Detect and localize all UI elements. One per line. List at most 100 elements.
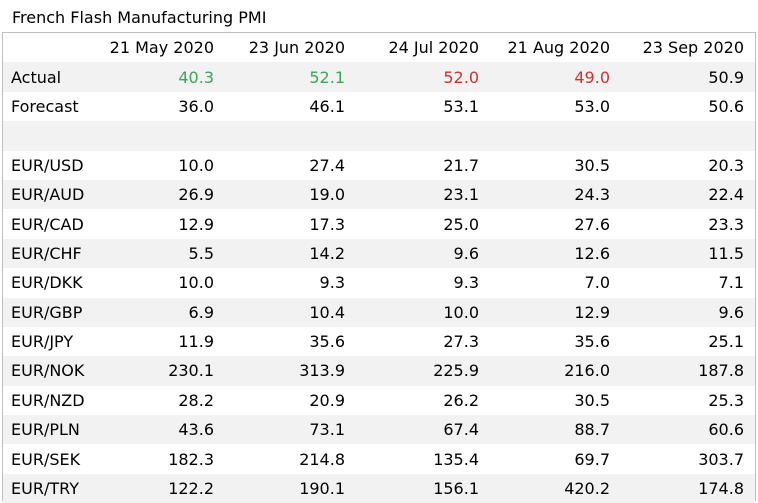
table-row: EUR/JPY 11.9 35.6 27.3 35.6 25.1 bbox=[3, 327, 755, 356]
table-cell: 30.5 bbox=[574, 155, 610, 175]
table-cell: 43.6 bbox=[178, 420, 214, 440]
table-cell: 67.4 bbox=[443, 420, 479, 440]
row-label: EUR/USD bbox=[11, 155, 84, 175]
table-cell: 20.3 bbox=[708, 155, 744, 175]
table-cell: 225.9 bbox=[433, 361, 479, 381]
table-body: Actual 40.3 52.1 52.0 49.0 50.9 Forecast 36.0 46… bbox=[3, 62, 755, 503]
table-row: EUR/DKK 10.0 9.3 9.3 7.0 7.1 bbox=[3, 268, 755, 297]
table-cell: 12.9 bbox=[178, 214, 214, 234]
table-cell bbox=[356, 121, 490, 150]
table-cell: 53.0 bbox=[574, 96, 610, 116]
table-cell: 49.0 bbox=[574, 67, 610, 87]
table-cell: 25.1 bbox=[708, 332, 744, 352]
row-label: EUR/CHF bbox=[11, 243, 82, 263]
table-cell: 23.3 bbox=[708, 214, 744, 234]
table-cell: 60.6 bbox=[708, 420, 744, 440]
table-cell: 30.5 bbox=[574, 390, 610, 410]
table-cell: 35.6 bbox=[574, 332, 610, 352]
table-row: EUR/NOK 230.1 313.9 225.9 216.0 187.8 bbox=[3, 356, 755, 386]
table-cell: 12.6 bbox=[574, 243, 610, 263]
table-cell: 20.9 bbox=[309, 390, 345, 410]
table-row: EUR/CHF 5.5 14.2 9.6 12.6 11.5 bbox=[3, 238, 755, 269]
table-cell: 9.6 bbox=[453, 243, 479, 263]
row-label: EUR/PLN bbox=[11, 420, 80, 440]
table-cell: 313.9 bbox=[299, 361, 345, 381]
column-header: 23 Sep 2020 bbox=[642, 38, 744, 58]
table-cell: 27.3 bbox=[443, 332, 479, 352]
table-frame bbox=[2, 32, 756, 501]
table-cell: 9.3 bbox=[453, 273, 479, 293]
table-cell bbox=[490, 121, 621, 150]
table-cell: 11.9 bbox=[178, 332, 214, 352]
table-row: EUR/CAD 12.9 17.3 25.0 27.6 23.3 bbox=[3, 209, 755, 238]
table-cell: 11.5 bbox=[708, 243, 744, 263]
table-cell: 10.0 bbox=[443, 302, 479, 322]
table-cell: 156.1 bbox=[433, 479, 479, 499]
table-cell: 26.9 bbox=[178, 185, 214, 205]
table-cell: 22.4 bbox=[708, 185, 744, 205]
row-label: Forecast bbox=[11, 96, 79, 116]
row-label: EUR/TRY bbox=[11, 479, 79, 499]
table-row: EUR/USD 10.0 27.4 21.7 30.5 20.3 bbox=[3, 151, 755, 180]
row-label: EUR/SEK bbox=[11, 449, 81, 469]
row-label: EUR/CAD bbox=[11, 214, 84, 234]
table-cell: 52.0 bbox=[443, 67, 479, 87]
table-cell: 17.3 bbox=[309, 214, 345, 234]
table-cell: 21.7 bbox=[443, 155, 479, 175]
table-row: Actual 40.3 52.1 52.0 49.0 50.9 bbox=[3, 62, 755, 92]
table-cell: 50.9 bbox=[708, 67, 744, 87]
table-cell: 73.1 bbox=[309, 420, 345, 440]
table-cell: 187.8 bbox=[698, 361, 744, 381]
table-cell: 25.0 bbox=[443, 214, 479, 234]
table-cell: 88.7 bbox=[574, 420, 610, 440]
column-header: 21 Aug 2020 bbox=[507, 38, 611, 58]
table-cell: 10.0 bbox=[178, 155, 214, 175]
table-cell: 122.2 bbox=[168, 479, 214, 499]
table-cell: 27.4 bbox=[309, 155, 345, 175]
table-cell: 420.2 bbox=[564, 479, 610, 499]
table-cell: 135.4 bbox=[433, 449, 479, 469]
table-cell: 12.9 bbox=[574, 302, 610, 322]
table-cell: 216.0 bbox=[564, 361, 610, 381]
table-cell: 230.1 bbox=[168, 361, 214, 381]
table-row: EUR/TRY 122.2 190.1 156.1 420.2 174.8 bbox=[3, 473, 755, 503]
row-label: Actual bbox=[11, 67, 62, 87]
table-cell bbox=[225, 121, 356, 150]
table-cell: 19.0 bbox=[309, 185, 345, 205]
table-row: EUR/AUD 26.9 19.0 23.1 24.3 22.4 bbox=[3, 179, 755, 210]
table-cell: 27.6 bbox=[574, 214, 610, 234]
column-header: 24 Jul 2020 bbox=[388, 38, 479, 58]
table-cell: 69.7 bbox=[574, 449, 610, 469]
table-cell: 52.1 bbox=[309, 67, 345, 87]
table-cell: 190.1 bbox=[299, 479, 345, 499]
table-cell: 5.5 bbox=[188, 243, 214, 263]
table-cell: 35.6 bbox=[309, 332, 345, 352]
table-cell: 182.3 bbox=[168, 449, 214, 469]
table-cell: 9.3 bbox=[319, 273, 345, 293]
table-cell: 24.3 bbox=[574, 185, 610, 205]
table-cell: 10.0 bbox=[178, 273, 214, 293]
table-row: Forecast 36.0 46.1 53.1 53.0 50.6 bbox=[3, 92, 755, 121]
table-cell bbox=[98, 121, 225, 150]
table-cell: 53.1 bbox=[443, 96, 479, 116]
table-row: EUR/GBP 6.9 10.4 10.0 12.9 9.6 bbox=[3, 297, 755, 327]
header-row: 21 May 2020 23 Jun 2020 24 Jul 2020 21 A… bbox=[3, 33, 755, 62]
column-header: 23 Jun 2020 bbox=[248, 38, 345, 58]
row-label: EUR/NOK bbox=[11, 361, 85, 381]
table-cell: 26.2 bbox=[443, 390, 479, 410]
row-label: EUR/NZD bbox=[11, 390, 85, 410]
table-cell: 46.1 bbox=[309, 96, 345, 116]
table-cell: 9.6 bbox=[718, 302, 744, 322]
table-title: French Flash Manufacturing PMI bbox=[12, 8, 267, 27]
table-cell: 214.8 bbox=[299, 449, 345, 469]
table-cell: 36.0 bbox=[178, 96, 214, 116]
table-cell: 14.2 bbox=[309, 243, 345, 263]
row-label bbox=[3, 121, 98, 150]
table-cell: 25.3 bbox=[708, 390, 744, 410]
column-header: 21 May 2020 bbox=[109, 38, 214, 58]
table-row: EUR/SEK 182.3 214.8 135.4 69.7 303.7 bbox=[3, 444, 755, 473]
pmi-table: 21 May 2020 23 Jun 2020 24 Jul 2020 21 A… bbox=[3, 33, 755, 503]
row-label: EUR/AUD bbox=[11, 185, 85, 205]
table-cell: 40.3 bbox=[178, 67, 214, 87]
table-cell: 50.6 bbox=[708, 96, 744, 116]
